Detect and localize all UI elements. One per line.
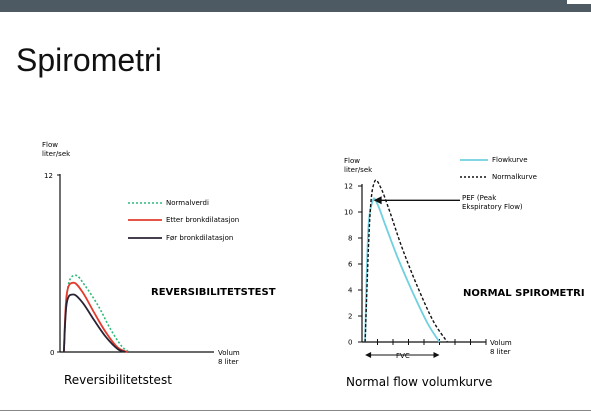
series-flowkurve [364, 197, 441, 343]
c2-ticks-group: 12 10 8 6 4 2 0 [344, 183, 487, 347]
c1-legend-normal: Normalverdi [166, 199, 209, 207]
c2-caption: Normal flow volumkurve [346, 375, 492, 389]
c2-legend-normal: Normalkurve [492, 173, 537, 181]
c2-annotation: NORMAL SPIROMETRI [463, 288, 585, 299]
top-bar-notch [567, 0, 591, 4]
c2-ylabel-line1: Flow [344, 157, 360, 165]
pef-label-line2: Ekspiratory Flow) [462, 203, 523, 211]
c2-xlabel-line2: 8 liter [490, 348, 511, 356]
c2-ytick-label-6: 6 [348, 261, 353, 269]
c1-annotation: REVERSIBILITETSTEST [151, 287, 276, 298]
c1-xlabel-line2: 8 liter [218, 358, 239, 366]
c1-tick-label-0: 0 [50, 349, 54, 357]
series-før-bronkdilatasjon [63, 293, 126, 353]
c2-ytick-label-12: 12 [344, 183, 353, 191]
slide-title: Spirometri [16, 42, 162, 78]
series-etter-bronkdilatasjon [63, 281, 128, 353]
c1-caption: Reversibilitetstest [64, 373, 172, 387]
series-normalverdi [63, 274, 130, 353]
top-bar [0, 0, 591, 12]
c2-ytick-label-4: 4 [348, 287, 353, 295]
c2-ytick-label-0: 0 [348, 339, 352, 347]
pef-label-line1: PEF (Peak [462, 194, 497, 202]
pef-arrow-head [373, 196, 382, 205]
fvc-arrow-head [433, 352, 440, 358]
c1-legend-before: Før bronkdilatasjon [166, 234, 233, 242]
normal-spirometry-chart: Flow liter/sek 12 10 8 6 4 2 0 Volum 8 liter F… [344, 156, 585, 389]
c1-legend-after: Etter bronkdilatasjon [166, 216, 239, 224]
reversibility-chart: Flow liter/sek 12 0 Volum 8 liter Normal… [42, 141, 276, 387]
c2-xlabel-line1: Volum [490, 339, 512, 347]
c1-tick-label-12: 12 [44, 172, 53, 180]
c1-ylabel-line2: liter/sek [42, 150, 71, 158]
fvc-arrow-head [365, 352, 372, 358]
bottom-divider [0, 410, 591, 411]
c2-ytick-label-2: 2 [348, 313, 352, 321]
fvc-label: FVC [396, 352, 410, 360]
c1-series-group [63, 274, 130, 353]
series-normalkurve [364, 179, 448, 343]
c2-series-group [364, 179, 448, 343]
c2-ylabel-line2: liter/sek [344, 166, 373, 174]
fvc-arrow [365, 352, 440, 358]
c1-ylabel-line1: Flow [42, 141, 58, 149]
c2-ytick-label-10: 10 [344, 209, 353, 217]
c2-ytick-label-8: 8 [348, 235, 352, 243]
c1-xlabel-line1: Volum [218, 349, 240, 357]
c2-legend-flow: Flowkurve [492, 156, 528, 164]
